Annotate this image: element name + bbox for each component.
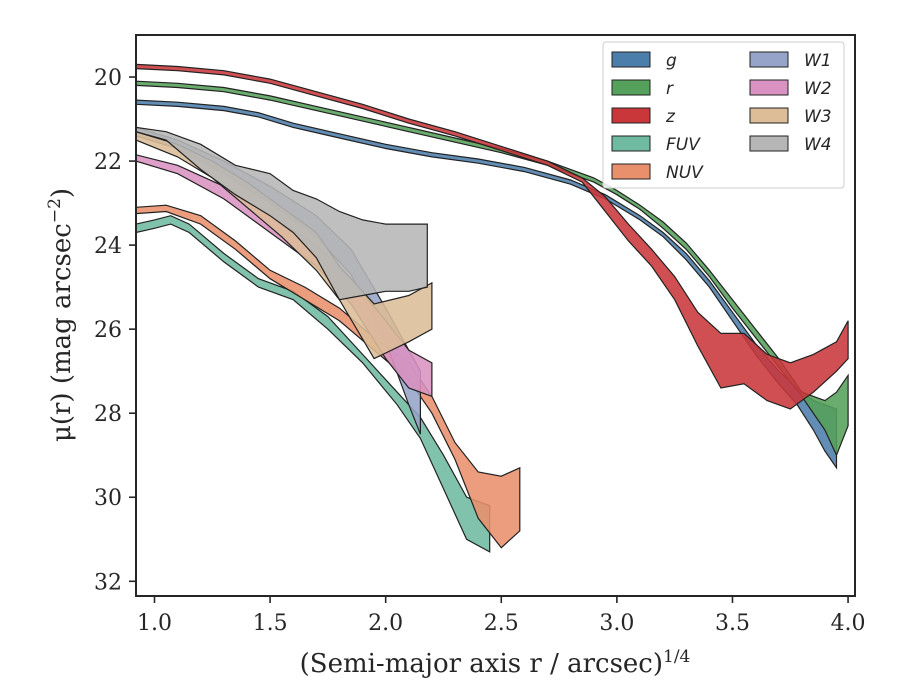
y-tick-label: 32 [94, 570, 122, 595]
series-band-w4 [136, 126, 428, 301]
x-tick-label: 3.5 [715, 611, 750, 636]
legend-swatch-fuv [611, 135, 651, 152]
legend-label-w4: W4 [804, 135, 832, 155]
legend-label-z: z [665, 107, 676, 127]
x-tick-label: 1.5 [253, 611, 288, 636]
legend-label-nuv: NUV [666, 163, 704, 183]
x-tick-label: 2.5 [484, 611, 519, 636]
legend-label-g: g [666, 51, 677, 71]
legend-swatch-w1 [749, 51, 789, 68]
legend-swatch-w4 [749, 135, 789, 152]
plot-frame [135, 34, 856, 597]
y-tick-label: 28 [94, 402, 122, 427]
legend-swatch-nuv [611, 163, 651, 180]
legend-swatch-w2 [749, 79, 789, 96]
y-tick-label: 24 [94, 234, 122, 259]
legend-swatch-w3 [749, 107, 789, 124]
x-axis-label-superscript: 1/4 [663, 647, 690, 667]
legend-label-fuv: FUV [666, 135, 701, 155]
series-band-nuv [136, 204, 521, 549]
legend-label-w3: W3 [804, 107, 832, 127]
x-tick-label: 2.0 [368, 611, 403, 636]
x-tick-label: 3.0 [599, 611, 634, 636]
series-band-g [136, 99, 838, 470]
y-axis-label-superscript: −2 [45, 198, 65, 223]
y-axis-label: μ(r) (mag arcsec−2) [45, 188, 77, 442]
legend-label-w2: W2 [804, 79, 832, 99]
legend-swatch-r [611, 79, 651, 96]
legend: grz FUV NUV W1 W2 W3 W4 [602, 41, 845, 189]
y-tick-label: 22 [94, 150, 122, 175]
y-tick-label: 30 [94, 486, 122, 511]
legend-swatch-g [611, 51, 651, 68]
series-band-fuv [136, 215, 491, 553]
x-tick-label: 4.0 [831, 611, 866, 636]
series-band-z [136, 63, 849, 410]
ticks-layer: 1.0 1.5 2.0 2.5 3.0 3.5 4.0 20 22 24 26 28 30 32 [94, 66, 866, 636]
legend-swatch-z [611, 107, 651, 124]
x-tick-label: 1.0 [137, 611, 172, 636]
x-axis-label: (Semi-major axis r / arcsec)1/4 [300, 647, 691, 679]
series-layer [136, 63, 849, 553]
legend-label-w1: W1 [804, 51, 832, 71]
y-tick-label: 20 [94, 66, 122, 91]
y-tick-label: 26 [94, 318, 122, 343]
legend-label-r: r [666, 79, 674, 99]
